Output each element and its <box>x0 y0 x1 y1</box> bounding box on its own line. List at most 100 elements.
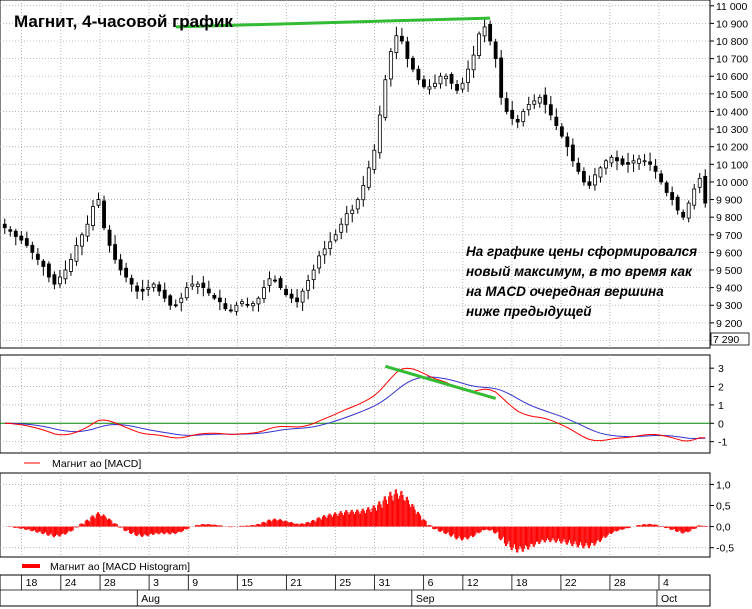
price-tick-label: 10 500 <box>716 89 748 101</box>
annotation-line-4: ниже предыдущей <box>466 304 592 319</box>
candle <box>681 209 686 221</box>
candle <box>499 49 504 105</box>
month-tick-label: Sep <box>416 593 435 605</box>
candle <box>488 20 493 46</box>
candle <box>515 114 520 129</box>
candle <box>493 38 498 68</box>
candle <box>162 282 167 303</box>
candle <box>256 296 261 312</box>
macd-legend-label: Магнит ао [MACD] <box>52 458 141 470</box>
price-tick-label: 9 700 <box>716 230 742 242</box>
candle <box>416 65 421 85</box>
annotation-line-1: На графике цены сформировался <box>466 244 697 259</box>
hist-tick-label: 0,0 <box>716 522 731 534</box>
annotation-line-2: новый максимум, в то время как <box>466 264 693 279</box>
macd-tick-label: -1 <box>718 437 727 449</box>
macd-line <box>4 367 706 442</box>
candle <box>179 292 184 312</box>
candle <box>107 225 112 253</box>
candle <box>355 197 360 214</box>
price-tick-label: 10 800 <box>716 36 748 48</box>
candle <box>24 231 29 248</box>
candle <box>146 279 151 297</box>
candle <box>604 158 608 175</box>
candle <box>433 74 437 90</box>
candle <box>2 218 7 234</box>
candle <box>212 292 217 301</box>
candle <box>399 27 404 45</box>
macd-panel <box>0 354 711 454</box>
candle <box>548 96 553 121</box>
candle <box>251 300 255 312</box>
last-price-label: 7 290 <box>713 334 739 346</box>
candle <box>388 47 393 87</box>
price-tick-label: 9 300 <box>716 300 742 312</box>
candle <box>697 172 702 194</box>
price-tick-label: 10 400 <box>716 106 748 118</box>
candle <box>648 152 653 171</box>
candle <box>686 200 691 223</box>
day-tick-label: 6 <box>428 577 434 589</box>
price-axis: 11 000 10 900 10 800 10 700 10 600 10 500 10 4… <box>710 1 748 347</box>
candle <box>333 229 338 243</box>
candle <box>642 154 647 167</box>
candle <box>543 87 548 114</box>
candle <box>593 167 597 191</box>
hist-tick-label: 0,5 <box>716 501 731 513</box>
candle <box>598 166 603 183</box>
chart-title: Магнит, 4-часовой график <box>14 12 233 31</box>
candle <box>460 77 465 93</box>
candle <box>664 180 669 197</box>
candle <box>262 280 266 303</box>
candle <box>626 152 630 173</box>
day-tick-label: 24 <box>65 577 77 589</box>
price-tick-label: 10 600 <box>716 71 748 83</box>
candle <box>377 105 382 159</box>
candle <box>102 195 106 231</box>
day-tick-label: 9 <box>192 577 198 589</box>
candle <box>361 175 366 207</box>
last-price-box <box>710 332 750 346</box>
day-tick-label: 3 <box>153 577 159 589</box>
candle <box>201 276 206 297</box>
price-tick-label: 10 100 <box>716 159 748 171</box>
candle <box>91 200 95 231</box>
day-tick-label: 18 <box>516 577 528 589</box>
candle <box>129 274 134 292</box>
candle <box>267 271 272 293</box>
candle <box>317 250 322 274</box>
candle <box>19 231 24 245</box>
candle <box>427 79 432 95</box>
candle <box>240 298 244 307</box>
candle <box>85 215 90 242</box>
candle <box>245 297 250 308</box>
candle <box>52 271 57 290</box>
candle <box>74 237 79 266</box>
histogram-panel <box>0 472 711 558</box>
day-tick-label: 31 <box>379 577 391 589</box>
candle <box>278 276 283 290</box>
candle <box>609 154 614 168</box>
time-axis <box>0 574 711 607</box>
price-tick-label: 10 200 <box>716 142 748 154</box>
macd-tick-label: 3 <box>718 363 724 375</box>
macd-tick-label: 1 <box>718 400 724 412</box>
candle <box>537 94 542 108</box>
day-tick-label: 28 <box>614 577 626 589</box>
candle <box>284 285 288 297</box>
price-tick-label: 10 300 <box>716 124 748 136</box>
candle <box>63 260 68 285</box>
candle <box>477 31 482 59</box>
candle <box>438 72 443 89</box>
candle <box>653 159 658 179</box>
candle <box>69 253 73 276</box>
day-tick-label: 22 <box>565 577 577 589</box>
price-tick-label: 10 700 <box>716 54 748 66</box>
hist-tick-label: 1,0 <box>716 479 731 491</box>
candle <box>184 282 189 301</box>
candle <box>41 258 46 276</box>
candle <box>113 235 117 264</box>
candle <box>631 154 636 172</box>
candle <box>559 123 564 139</box>
hist-tick-label: -0,5 <box>716 543 734 555</box>
